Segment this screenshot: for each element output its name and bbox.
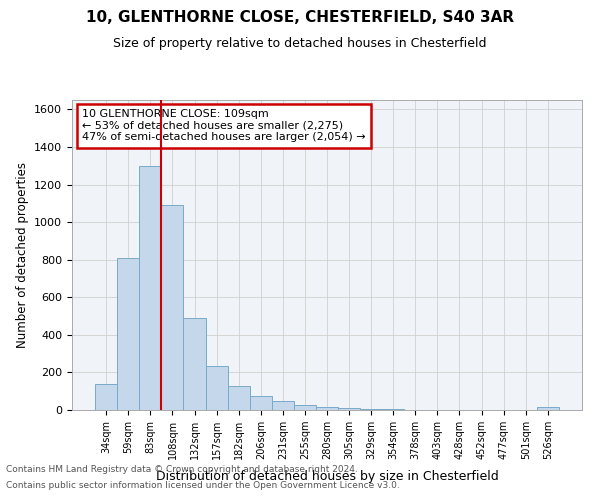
Text: Contains HM Land Registry data © Crown copyright and database right 2024.: Contains HM Land Registry data © Crown c… xyxy=(6,466,358,474)
Bar xyxy=(117,258,139,410)
Bar xyxy=(272,400,294,410)
X-axis label: Distribution of detached houses by size in Chesterfield: Distribution of detached houses by size … xyxy=(155,470,499,484)
Text: Contains public sector information licensed under the Open Government Licence v3: Contains public sector information licen… xyxy=(6,480,400,490)
Text: 10 GLENTHORNE CLOSE: 109sqm
← 53% of detached houses are smaller (2,275)
47% of : 10 GLENTHORNE CLOSE: 109sqm ← 53% of det… xyxy=(82,110,366,142)
Bar xyxy=(184,318,206,410)
Bar xyxy=(338,408,360,410)
Bar xyxy=(294,406,316,410)
Bar xyxy=(537,407,559,410)
Text: 10, GLENTHORNE CLOSE, CHESTERFIELD, S40 3AR: 10, GLENTHORNE CLOSE, CHESTERFIELD, S40 … xyxy=(86,10,514,25)
Bar xyxy=(206,366,227,410)
Bar xyxy=(227,386,250,410)
Y-axis label: Number of detached properties: Number of detached properties xyxy=(16,162,29,348)
Text: Size of property relative to detached houses in Chesterfield: Size of property relative to detached ho… xyxy=(113,38,487,51)
Bar xyxy=(139,166,161,410)
Bar xyxy=(250,396,272,410)
Bar xyxy=(95,384,117,410)
Bar xyxy=(161,205,184,410)
Bar xyxy=(316,407,338,410)
Bar xyxy=(360,409,382,410)
